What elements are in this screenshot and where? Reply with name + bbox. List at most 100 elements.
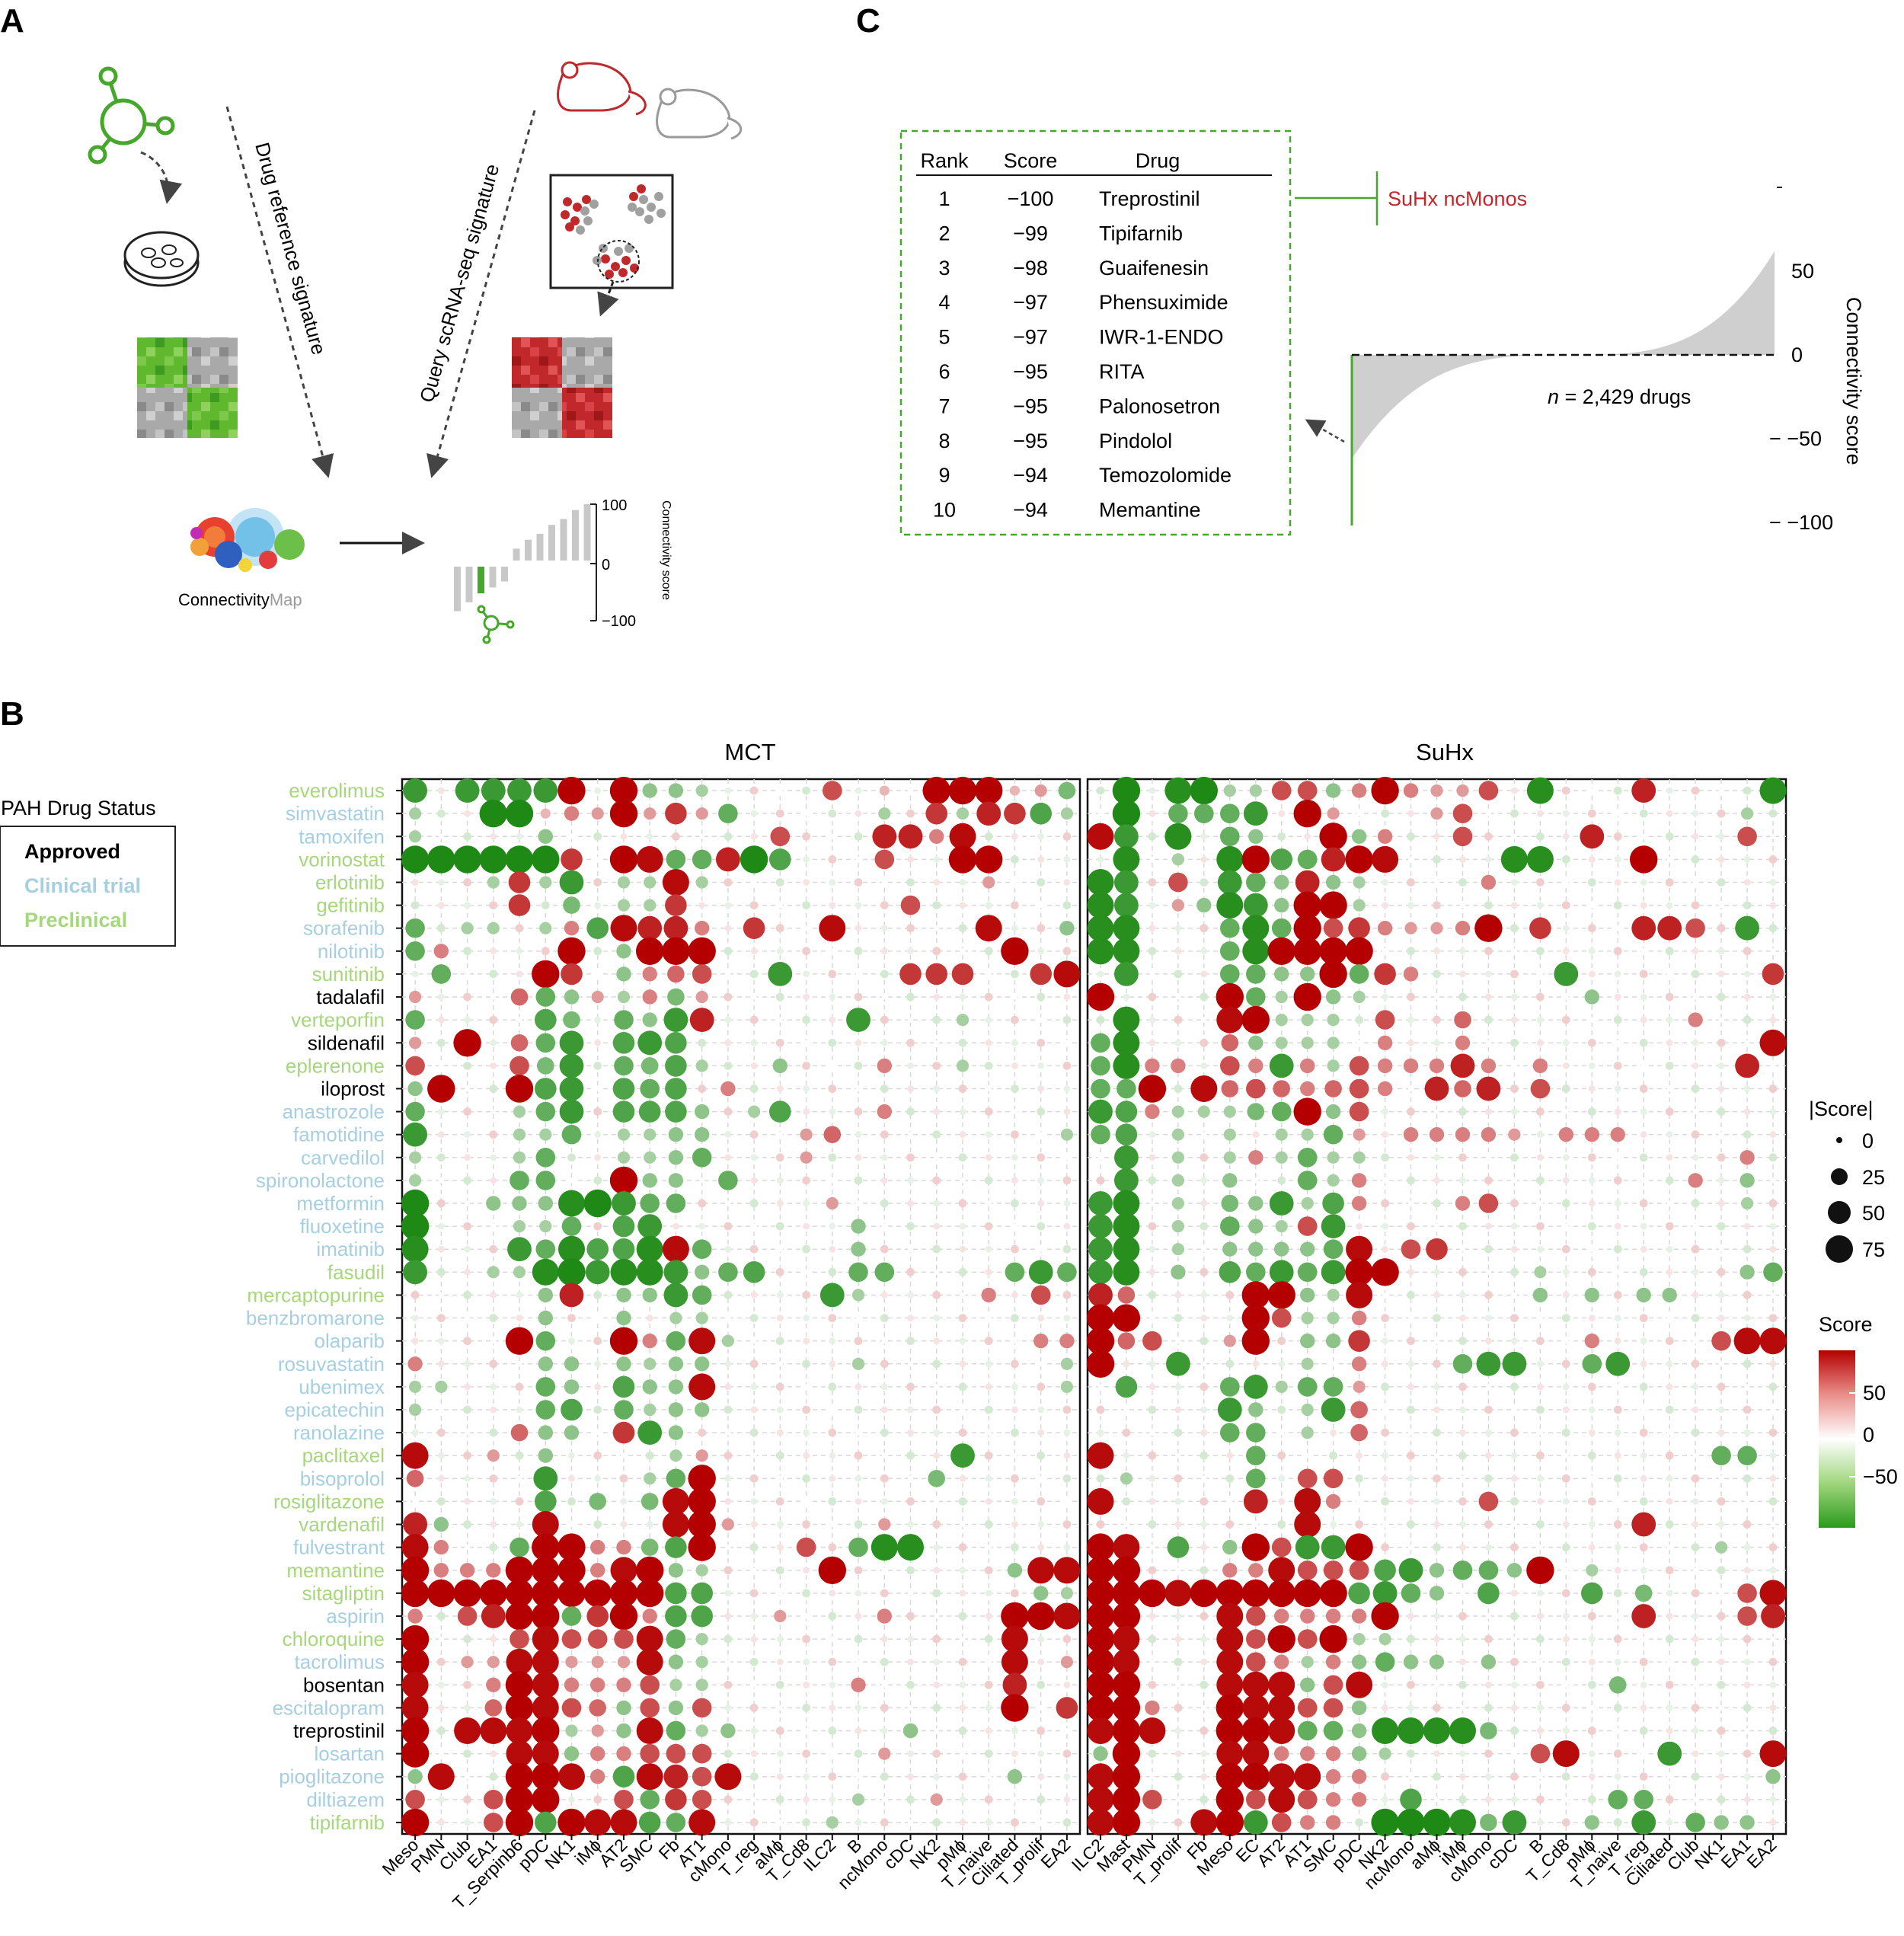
dot-mct-losartan-SMC bbox=[640, 1743, 660, 1764]
dot-suhx-epicatechin-EA2 bbox=[1770, 1407, 1776, 1413]
dot-mct-anastrozole-PMN bbox=[437, 1108, 445, 1115]
dot-mct-fulvestrant-T_prolif bbox=[1037, 1544, 1045, 1551]
dot-suhx-vorinostat-Mast bbox=[1113, 845, 1140, 873]
dot-suhx-fulvestrant-iMϕ bbox=[1459, 1544, 1466, 1551]
dot-suhx-bisoprolol-pDC bbox=[1355, 1474, 1363, 1483]
dot-mct-carvedilol-ILC2 bbox=[828, 1153, 837, 1162]
dot-mct-everolimus-iMϕ bbox=[594, 787, 602, 794]
dot-mct-simvastatin-Meso bbox=[409, 807, 422, 820]
dot-suhx-ubenimex-NK2 bbox=[1381, 1382, 1389, 1391]
dot-mct-sorafenib-ncMono bbox=[880, 925, 888, 932]
dot-suhx-aspirin-ncMono bbox=[1407, 1612, 1414, 1620]
dot-mct-tadalafil-EA2 bbox=[1063, 993, 1071, 1001]
dot-mct-vorinostat-cMono bbox=[716, 847, 740, 872]
dot-suhx-anastrozole-B bbox=[1536, 1107, 1545, 1116]
dot-mct-paclitaxel-cDC bbox=[906, 1451, 915, 1460]
dot-mct-diltiazem-pMϕ bbox=[959, 1796, 966, 1803]
dot-mct-fulvestrant-EA1 bbox=[489, 1543, 498, 1551]
dot-mct-paclitaxel-AT1 bbox=[695, 1449, 708, 1462]
dot-suhx-chloroquine-NK1 bbox=[1717, 1635, 1725, 1643]
dot-suhx-diltiazem-NK2 bbox=[1382, 1796, 1388, 1803]
panel-b-letter: B bbox=[0, 695, 24, 733]
dot-suhx-treprostinil-EC bbox=[1241, 1717, 1270, 1745]
table-score: −95 bbox=[1013, 430, 1048, 452]
dot-mct-sildenafil-NK2 bbox=[934, 1040, 940, 1046]
dot-mct-iloprost-SMC bbox=[640, 1078, 660, 1099]
dot-mct-pioglitazone-PMN bbox=[427, 1763, 455, 1791]
dot-suhx-iloprost-Meso bbox=[1221, 1080, 1239, 1097]
dot-mct-gefitinib-PMN bbox=[437, 902, 445, 909]
dot-suhx-verteporfin-ILC2 bbox=[1096, 1015, 1105, 1024]
dot-mct-carvedilol-EA1 bbox=[490, 1154, 497, 1161]
dot-suhx-nilotinib-AT2 bbox=[1267, 937, 1295, 966]
dot-mct-ranolazine-cMono bbox=[725, 1430, 731, 1436]
drug-label-metformin: metformin bbox=[296, 1192, 385, 1215]
dot-mct-iloprost-cMono bbox=[720, 1081, 736, 1097]
dot-suhx-aspirin-Mast bbox=[1112, 1602, 1141, 1631]
dot-suhx-anastrozole-pDC bbox=[1349, 1101, 1369, 1122]
dot-suhx-diltiazem-Ciliated bbox=[1665, 1795, 1674, 1804]
dot-suhx-fasudil-B bbox=[1534, 1266, 1547, 1279]
dot-suhx-bosentan-T_reg bbox=[1640, 1681, 1647, 1688]
dot-mct-ranolazine-Club bbox=[465, 1430, 471, 1436]
dot-mct-vorinostat-Meso bbox=[401, 845, 430, 874]
dot-suhx-paclitaxel-EC bbox=[1246, 1446, 1266, 1465]
dot-mct-vardenafil-T_naive bbox=[984, 1520, 993, 1529]
dot-suhx-treprostinil-pDC bbox=[1351, 1723, 1367, 1739]
dot-suhx-bisoprolol-pMϕ bbox=[1589, 1475, 1595, 1481]
dot-mct-erlotinib-T_reg bbox=[751, 880, 757, 885]
dot-suhx-bosentan-ncMono bbox=[1407, 1680, 1415, 1689]
dot-suhx-everolimus-T_Cd8 bbox=[1561, 786, 1570, 795]
dot-mct-chloroquine-Ciliated bbox=[1001, 1625, 1028, 1653]
dot-suhx-escitalopram-ILC2 bbox=[1086, 1694, 1115, 1722]
dot-suhx-spironolactone-NK2 bbox=[1382, 1177, 1388, 1184]
dot-suhx-treprostinil-EA2 bbox=[1768, 1727, 1778, 1735]
drug-label-mercaptopurine: mercaptopurine bbox=[247, 1283, 385, 1306]
dot-suhx-aspirin-SMC bbox=[1325, 1609, 1341, 1624]
dot-mct-aspirin-cMono bbox=[724, 1612, 732, 1620]
dot-suhx-tacrolimus-Mast bbox=[1113, 1648, 1140, 1676]
dot-mct-tadalafil-cDC bbox=[906, 992, 915, 1002]
dot-mct-simvastatin-Ciliated bbox=[1004, 802, 1026, 825]
dot-suhx-bosentan-NK1 bbox=[1717, 1680, 1726, 1689]
dot-mct-mercaptopurine-AT2 bbox=[616, 1287, 631, 1303]
dot-mct-fulvestrant-Club bbox=[465, 1545, 471, 1551]
dot-mct-verteporfin-T_reg bbox=[749, 1015, 759, 1024]
dot-suhx-tamoxifen-T_prolif bbox=[1164, 823, 1192, 850]
dot-suhx-fasudil-PMN bbox=[1148, 1268, 1156, 1276]
dot-mct-bosentan-T_Cd8 bbox=[803, 1681, 810, 1688]
dot-mct-everolimus-EA1 bbox=[481, 778, 506, 803]
dot-mct-simvastatin-AT2 bbox=[609, 800, 638, 828]
dot-suhx-nilotinib-Ciliated bbox=[1665, 947, 1674, 956]
dot-suhx-erlotinib-NK2 bbox=[1382, 879, 1388, 886]
dot-suhx-ubenimex-ILC2 bbox=[1097, 1384, 1104, 1390]
dot-suhx-everolimus-T_naive bbox=[1613, 786, 1622, 795]
dot-mct-memantine-Fb bbox=[668, 1563, 684, 1578]
dot-mct-rosuvastatin-NK1 bbox=[564, 1356, 580, 1372]
dot-mct-erlotinib-Fb bbox=[662, 869, 689, 896]
color-legend-title: Score bbox=[1819, 1313, 1873, 1336]
heatmap-mct bbox=[401, 776, 1081, 1837]
dot-mct-spironolactone-AT2 bbox=[609, 1166, 638, 1195]
dot-suhx-bosentan-ILC2 bbox=[1086, 1671, 1115, 1699]
dot-suhx-ranolazine-EA2 bbox=[1768, 1428, 1778, 1437]
dot-mct-sitagliptin-T_Serpinb6 bbox=[505, 1579, 534, 1608]
dot-suhx-pioglitazone-AT1 bbox=[1294, 1763, 1321, 1791]
dot-mct-ranolazine-B bbox=[855, 1430, 861, 1436]
dot-mct-vorinostat-T_reg bbox=[740, 845, 768, 874]
dot-mct-tamoxifen-Meso bbox=[409, 830, 422, 843]
table-drug-name: Temozolomide bbox=[1099, 464, 1232, 487]
dot-mct-tadalafil-AT2 bbox=[617, 990, 631, 1004]
drug-label-ubenimex: ubenimex bbox=[299, 1375, 385, 1398]
dot-mct-simvastatin-T_Serpinb6 bbox=[505, 800, 534, 828]
dot-suhx-spironolactone-T_Cd8 bbox=[1562, 1177, 1570, 1184]
dot-mct-tacrolimus-AT1 bbox=[695, 1656, 708, 1669]
dot-mct-anastrozole-iMϕ bbox=[593, 1107, 602, 1116]
dot-suhx-metformin-Mast bbox=[1113, 1190, 1140, 1217]
dot-suhx-fulvestrant-T_prolif bbox=[1167, 1536, 1190, 1558]
dot-suhx-olaparib-B bbox=[1536, 1337, 1545, 1346]
dot-mct-bisoprolol-T_naive bbox=[985, 1474, 992, 1482]
dot-suhx-gefitinib-NK2 bbox=[1382, 902, 1388, 909]
dot-suhx-iloprost-pDC bbox=[1349, 1078, 1369, 1099]
dot-mct-simvastatin-aMϕ bbox=[775, 809, 784, 818]
